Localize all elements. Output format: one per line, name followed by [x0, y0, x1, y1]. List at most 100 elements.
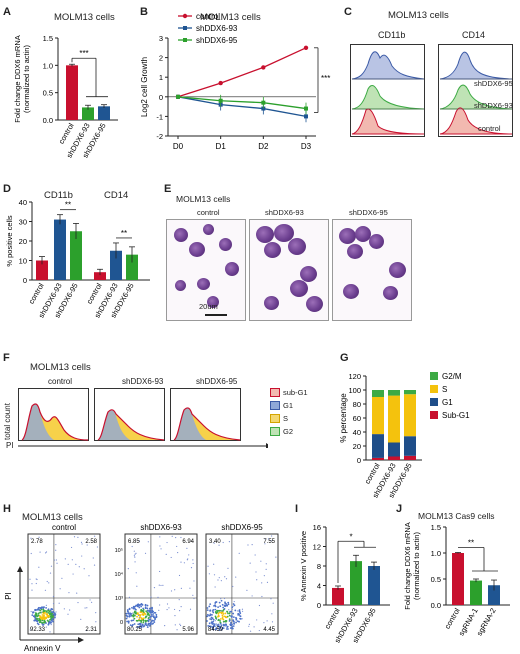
scatter-point [59, 588, 61, 590]
scatter-point [212, 628, 214, 631]
panel-label-a: A [3, 6, 11, 18]
scatter-point [126, 620, 128, 623]
scatter-point [271, 621, 274, 623]
scatter-point [30, 610, 32, 613]
y-tick-label: 1.0 [43, 61, 53, 70]
scatter-point [148, 609, 151, 612]
scatter-point [146, 626, 149, 628]
panel-f-histograms [18, 388, 268, 448]
scatter-point [30, 552, 32, 555]
series-line [177, 96, 307, 110]
scatter-point [70, 546, 73, 549]
y-tick-label: 1 [159, 73, 163, 82]
scatter-point [132, 607, 135, 610]
scatter-point [36, 620, 39, 623]
scatter-point [219, 619, 221, 622]
scatter-point [226, 626, 229, 629]
scatter-point [213, 542, 215, 544]
y-tick-label: 16 [313, 523, 321, 532]
panel-label-f: F [3, 352, 10, 364]
x-tick-label: D1 [216, 142, 227, 151]
scatter-point [132, 614, 135, 617]
scatter-point [64, 558, 66, 560]
scatter-point [32, 615, 35, 618]
scale-bar [205, 314, 227, 316]
scatter-point [39, 619, 42, 622]
scatter-point [215, 611, 217, 614]
panel-label-j: J [396, 503, 403, 515]
scatter-point [218, 624, 220, 626]
scatter-point [222, 606, 225, 609]
scatter-point [267, 538, 270, 540]
scatter-point [213, 623, 216, 626]
y-axis-label: % positive cells [5, 215, 14, 267]
significance-label: *** [321, 74, 330, 83]
scatter-point [270, 540, 272, 542]
x-tick-label: D2 [258, 142, 269, 151]
scatter-point [45, 551, 48, 553]
significance-label: ** [468, 538, 474, 547]
hist-control [21, 403, 89, 441]
cell [264, 242, 281, 258]
panel-e-label-93: shDDX6-93 [265, 208, 304, 217]
scatter-point [52, 620, 54, 623]
cell [288, 238, 306, 255]
bar [54, 219, 66, 280]
scatter-point [224, 623, 227, 626]
scatter-point [178, 610, 181, 612]
quadrant-value: 2.31 [85, 627, 97, 633]
scatter-point [81, 555, 83, 557]
scatter-point [144, 616, 147, 619]
y-axis-label: PI [4, 592, 13, 600]
scatter-point [224, 612, 227, 615]
scatter-point [222, 627, 225, 630]
cell [339, 228, 356, 244]
panel-c-title: MOLM13 cells [388, 10, 449, 21]
scatter-point [139, 624, 142, 626]
panel-j-title: MOLM13 Cas9 cells [418, 511, 495, 521]
y-tick-label: 0 [357, 456, 361, 465]
scatter-point [225, 578, 228, 580]
scatter-point [151, 609, 154, 612]
scatter-point [215, 601, 218, 603]
scatter-point [61, 577, 63, 579]
scatter-point [51, 612, 54, 615]
cell [225, 262, 239, 276]
scatter-point [144, 613, 147, 616]
cell [219, 238, 232, 251]
scatter-point [150, 611, 153, 614]
scatter-point [159, 545, 161, 547]
scatter-point [208, 622, 211, 625]
scatter-point [152, 613, 155, 615]
cell [175, 280, 186, 291]
scatter-point [55, 544, 57, 546]
panel-f-label-95: shDDX6-95 [196, 377, 238, 386]
scatter-point [160, 584, 162, 587]
scatter-point [218, 627, 221, 629]
scatter-point [73, 536, 76, 538]
scatter-point [174, 589, 176, 591]
scatter-point [220, 580, 222, 582]
scatter-point [30, 537, 32, 539]
y-tick-label: 20 [19, 237, 27, 246]
plot-label: shDDX6-93 [140, 523, 182, 532]
scatter-point [265, 563, 267, 565]
scatter-point [142, 610, 145, 613]
x-tick-label: control [443, 606, 462, 630]
cd14-control-hist [439, 107, 513, 135]
scatter-point [214, 605, 217, 608]
scatter-point [34, 618, 37, 621]
scatter-point [155, 616, 158, 619]
scatter-point [217, 614, 220, 617]
scatter-point [180, 536, 182, 539]
scatter-point [179, 623, 181, 625]
scatter-point [231, 623, 233, 626]
stacked-bar-segment [372, 397, 384, 435]
cd11b-box [350, 44, 425, 137]
panel-label-i: I [295, 503, 299, 515]
panel-f-label-93: shDDX6-93 [122, 377, 164, 386]
legend-swatch [430, 385, 438, 393]
micrograph-shddx6-95 [332, 219, 412, 321]
bar [368, 566, 380, 605]
scatter-point [144, 603, 147, 606]
